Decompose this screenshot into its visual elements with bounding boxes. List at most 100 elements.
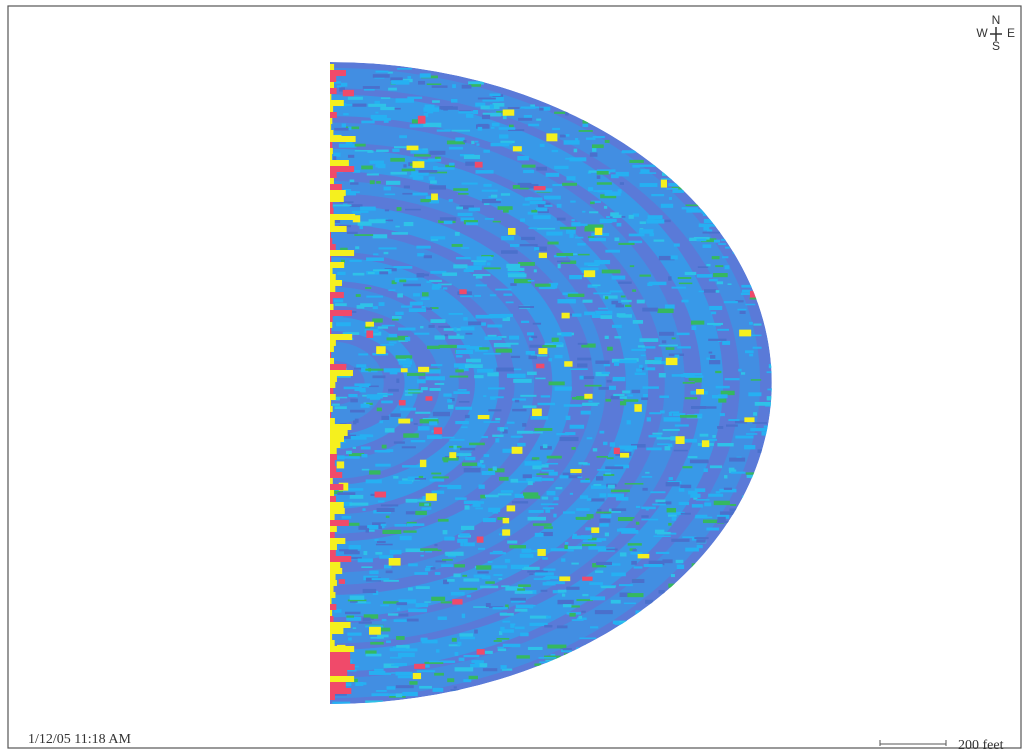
- echo: [435, 156, 441, 159]
- echo: [542, 557, 548, 560]
- echo: [358, 682, 367, 685]
- echo: [582, 123, 589, 128]
- strong-echo: [561, 312, 570, 319]
- echo: [498, 578, 503, 580]
- echo: [350, 398, 358, 403]
- echo: [439, 217, 457, 221]
- echo: [524, 461, 542, 466]
- echo: [437, 549, 442, 552]
- echo: [578, 130, 593, 132]
- echo: [468, 675, 478, 680]
- echo: [407, 96, 423, 99]
- echo: [587, 537, 598, 542]
- echo: [473, 574, 486, 578]
- echo: [456, 345, 470, 349]
- echo: [575, 138, 579, 142]
- echo: [350, 436, 367, 440]
- echo: [627, 593, 644, 598]
- echo: [473, 261, 486, 266]
- echo: [451, 637, 457, 642]
- echo: [590, 201, 595, 205]
- echo: [349, 502, 369, 506]
- echo: [646, 417, 651, 422]
- echo: [708, 278, 718, 282]
- echo: [499, 134, 509, 139]
- echo: [556, 432, 569, 436]
- echo: [369, 160, 384, 164]
- echo: [456, 206, 464, 210]
- echo: [625, 304, 632, 307]
- edge-echo: [330, 232, 332, 238]
- echo: [336, 85, 342, 88]
- echo: [693, 236, 710, 240]
- echo: [590, 498, 605, 502]
- echo: [421, 639, 438, 644]
- echo: [694, 516, 713, 519]
- echo: [498, 533, 505, 536]
- strong-echo: [512, 146, 522, 152]
- echo: [372, 234, 388, 239]
- echo: [588, 187, 594, 192]
- echo: [482, 98, 500, 102]
- echo: [362, 508, 366, 511]
- echo: [420, 554, 424, 557]
- echo: [571, 562, 579, 565]
- echo: [703, 468, 708, 473]
- echo: [647, 215, 663, 220]
- echo: [592, 448, 598, 452]
- echo: [492, 607, 508, 610]
- edge-echo: [330, 418, 335, 424]
- echo: [417, 379, 426, 384]
- echo: [508, 129, 525, 132]
- echo: [450, 591, 465, 596]
- echo: [696, 499, 710, 501]
- edge-echo: [330, 574, 336, 580]
- echo: [352, 627, 357, 629]
- echo: [507, 421, 515, 424]
- echo: [501, 235, 515, 241]
- echo: [366, 529, 375, 532]
- echo: [614, 336, 622, 339]
- echo: [424, 661, 444, 664]
- echo: [421, 305, 426, 309]
- echo: [670, 411, 680, 414]
- echo: [489, 314, 507, 319]
- edge-echo: [330, 604, 337, 610]
- echo: [502, 643, 521, 648]
- echo: [523, 169, 534, 174]
- echo: [435, 560, 447, 563]
- echo: [410, 149, 428, 154]
- echo: [334, 219, 341, 223]
- echo: [534, 663, 542, 666]
- strong-echo: [477, 414, 490, 420]
- echo: [715, 265, 724, 268]
- edge-echo: [330, 610, 333, 616]
- strong-echo: [374, 491, 387, 498]
- echo: [349, 494, 364, 499]
- echo: [654, 529, 665, 534]
- edge-echo: [330, 346, 334, 352]
- echo: [557, 263, 561, 269]
- edge-echo: [330, 388, 334, 394]
- echo: [746, 433, 758, 435]
- echo: [585, 478, 590, 482]
- edge-echo: [330, 214, 356, 220]
- echo: [445, 551, 464, 556]
- edge-echo: [330, 442, 341, 448]
- echo: [437, 518, 449, 522]
- echo: [505, 301, 514, 304]
- echo: [421, 507, 432, 510]
- echo: [403, 433, 419, 438]
- echo: [343, 113, 349, 116]
- echo: [370, 114, 387, 120]
- echo: [517, 155, 529, 161]
- edge-echo: [330, 130, 334, 136]
- echo: [340, 259, 345, 264]
- strong-echo: [536, 363, 545, 369]
- echo: [510, 623, 516, 626]
- echo: [497, 646, 504, 649]
- echo: [419, 419, 439, 424]
- echo: [514, 493, 530, 498]
- echo: [461, 426, 468, 429]
- echo: [488, 409, 502, 412]
